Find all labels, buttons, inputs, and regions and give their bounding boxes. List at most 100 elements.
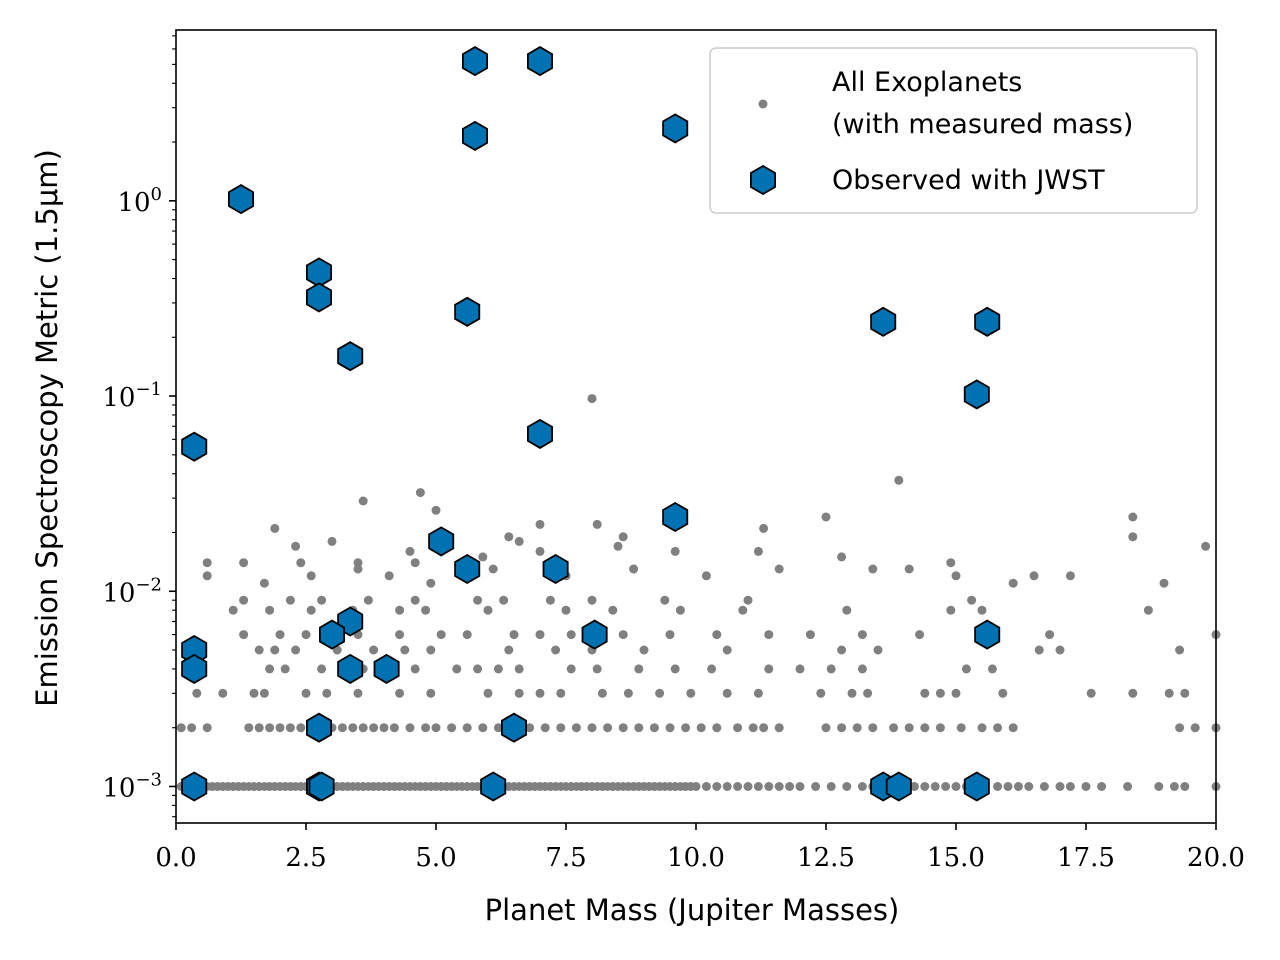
exoplanet-point — [738, 605, 748, 615]
exoplanet-point — [322, 688, 332, 698]
exoplanet-point — [837, 552, 847, 562]
y-axis: 10−3 10−2 10−1 100 — [102, 35, 176, 818]
exoplanet-point — [842, 782, 852, 791]
exoplanet-point — [826, 664, 836, 674]
exoplanet-point — [935, 688, 945, 698]
exoplanet-point — [1013, 782, 1023, 791]
exoplanet-point — [951, 571, 961, 581]
exoplanet-point — [514, 688, 524, 698]
exoplanet-point — [395, 630, 405, 640]
exoplanet-point — [1143, 605, 1153, 615]
exoplanet-point — [540, 723, 550, 733]
exoplanet-point — [998, 688, 1008, 698]
exoplanet-point — [395, 605, 405, 615]
exoplanet-point — [473, 595, 483, 605]
exoplanet-point — [358, 723, 368, 733]
exoplanet-point — [1164, 688, 1174, 698]
exoplanet-point — [977, 723, 987, 733]
exoplanet-point — [951, 782, 961, 791]
exoplanet-point — [285, 595, 295, 605]
exoplanet-point — [301, 630, 311, 640]
legend-label-all-line2: (with measured mass) — [832, 109, 1133, 140]
exoplanet-point — [400, 645, 410, 655]
exoplanet-point — [488, 564, 498, 574]
exoplanet-point — [701, 571, 711, 581]
exoplanet-point — [369, 645, 379, 655]
exoplanet-point — [566, 664, 576, 674]
exoplanet-point — [1159, 578, 1169, 588]
exoplanet-point — [1201, 541, 1211, 551]
jwst-point — [461, 120, 489, 151]
exoplanet-point — [202, 723, 212, 733]
exoplanet-point — [904, 564, 914, 574]
exoplanet-point — [847, 688, 857, 698]
exoplanet-point — [509, 630, 519, 640]
exoplanet-point — [795, 782, 805, 791]
exoplanet-point — [920, 723, 930, 733]
exoplanet-point — [691, 782, 701, 791]
exoplanet-point — [956, 723, 966, 733]
x-tick-label: 20.0 — [1187, 843, 1245, 873]
exoplanet-point — [764, 782, 774, 791]
exoplanet-point — [649, 723, 659, 733]
exoplanet-point — [811, 782, 821, 791]
x-axis-label: Planet Mass (Jupiter Masses) — [485, 893, 900, 927]
exoplanet-point — [436, 630, 446, 640]
exoplanet-point — [566, 630, 576, 640]
jwst-point — [305, 282, 333, 313]
exoplanet-point — [535, 630, 545, 640]
exoplanet-point — [785, 782, 795, 791]
exoplanet-point — [987, 664, 997, 674]
exoplanet-point — [327, 536, 337, 546]
exoplanet-point — [483, 605, 493, 615]
exoplanet-point — [608, 605, 618, 615]
exoplanet-point — [629, 564, 639, 574]
exoplanet-point — [379, 723, 389, 733]
jwst-point — [974, 306, 1001, 337]
jwst-point — [974, 619, 1001, 650]
exoplanet-point — [634, 664, 644, 674]
exoplanet-point — [259, 578, 269, 588]
exoplanet-point — [254, 723, 264, 733]
legend-marker-all — [758, 99, 768, 109]
exoplanet-point — [1190, 723, 1200, 733]
exoplanet-point — [696, 723, 706, 733]
exoplanet-point — [774, 782, 784, 791]
exoplanet-point — [244, 723, 254, 733]
exoplanet-point — [904, 723, 914, 733]
exoplanet-point — [363, 595, 373, 605]
jwst-point — [181, 653, 208, 684]
jwst-point — [227, 184, 255, 215]
exoplanet-point — [1065, 782, 1075, 791]
exoplanet-point — [493, 664, 503, 674]
exoplanet-point — [857, 782, 867, 791]
exoplanet-point — [535, 546, 545, 556]
exoplanet-point — [202, 571, 212, 581]
exoplanet-point — [431, 505, 441, 515]
jwst-point — [885, 771, 912, 802]
exoplanet-point — [317, 664, 327, 674]
exoplanet-point — [868, 564, 878, 574]
exoplanet-point — [218, 688, 228, 698]
exoplanet-point — [421, 605, 431, 615]
y-tick-label: 10−2 — [102, 574, 162, 608]
exoplanet-point — [821, 512, 831, 522]
exoplanet-point — [499, 595, 509, 605]
exoplanet-point — [1097, 782, 1107, 791]
exoplanet-point — [353, 688, 363, 698]
exoplanet-point — [665, 723, 675, 733]
exoplanet-point — [603, 723, 613, 733]
jwst-point — [527, 418, 553, 449]
exoplanet-point — [967, 595, 977, 605]
x-tick-label: 10.0 — [667, 843, 725, 873]
exoplanet-point — [946, 558, 956, 568]
exoplanet-point — [504, 532, 514, 542]
exoplanet-point — [265, 605, 275, 615]
exoplanet-point — [748, 723, 758, 733]
exoplanet-point — [1065, 571, 1075, 581]
x-tick-label: 5.0 — [415, 843, 456, 873]
exoplanet-point — [759, 723, 769, 733]
jwst-point — [454, 553, 481, 585]
exoplanet-point — [1175, 723, 1185, 733]
exoplanet-point — [1123, 782, 1133, 791]
